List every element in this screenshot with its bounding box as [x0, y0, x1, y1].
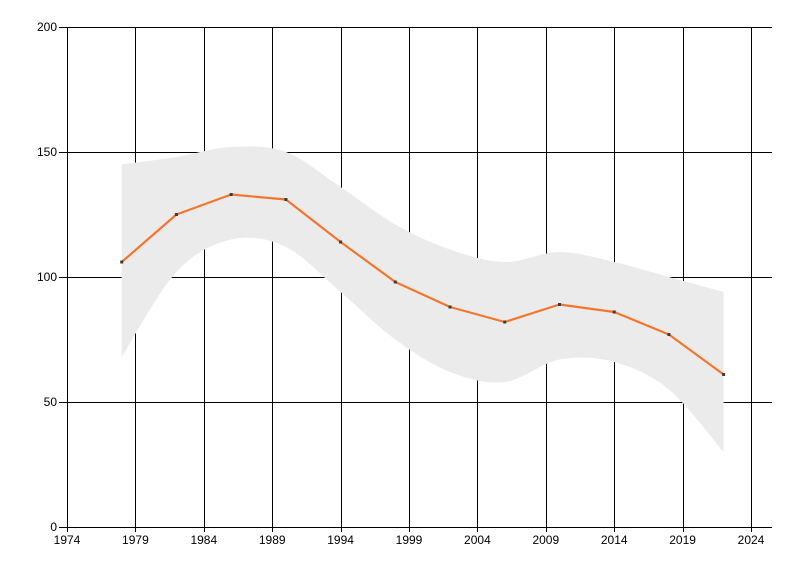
data-point-marker: [612, 310, 616, 314]
data-point-marker: [722, 373, 726, 376]
data-point-marker: [284, 198, 288, 201]
data-point-marker: [174, 213, 178, 216]
y-tick-label: 100: [37, 270, 57, 284]
data-point-marker: [120, 260, 124, 264]
x-tick-label: 1999: [396, 533, 423, 547]
x-tick-label: 2004: [464, 533, 491, 547]
data-point-markers: [120, 193, 726, 376]
y-tick-label: 150: [37, 145, 57, 159]
data-point-marker: [339, 240, 343, 244]
x-tick-label: 1984: [190, 533, 217, 547]
data-point-marker: [448, 305, 452, 309]
y-axis-labels: 0 50 100 150 200: [37, 20, 57, 534]
data-point-marker: [393, 280, 397, 284]
data-point-marker: [557, 303, 561, 306]
confidence-band: [121, 146, 724, 452]
x-tick-label: 1989: [259, 533, 286, 547]
data-point-marker: [503, 320, 507, 324]
y-tick-label: 50: [44, 395, 58, 409]
y-tick-label: 200: [37, 20, 57, 34]
y-tick-label: 0: [50, 520, 57, 534]
data-point-marker: [667, 333, 671, 336]
x-tick-label: 2009: [532, 533, 559, 547]
x-tick-label: 2014: [601, 533, 628, 547]
data-line: [120, 193, 725, 376]
x-tick-label: 1994: [327, 533, 354, 547]
data-point-marker: [229, 193, 233, 196]
x-tick-label: 1979: [122, 533, 149, 547]
x-tick-label: 1974: [54, 533, 81, 547]
x-tick-label: 2024: [738, 533, 765, 547]
x-axis-labels: 1974 1979 1984 1989 1994 1999 2004 2009 2014 2019…: [54, 533, 765, 547]
x-tick-label: 2019: [669, 533, 696, 547]
